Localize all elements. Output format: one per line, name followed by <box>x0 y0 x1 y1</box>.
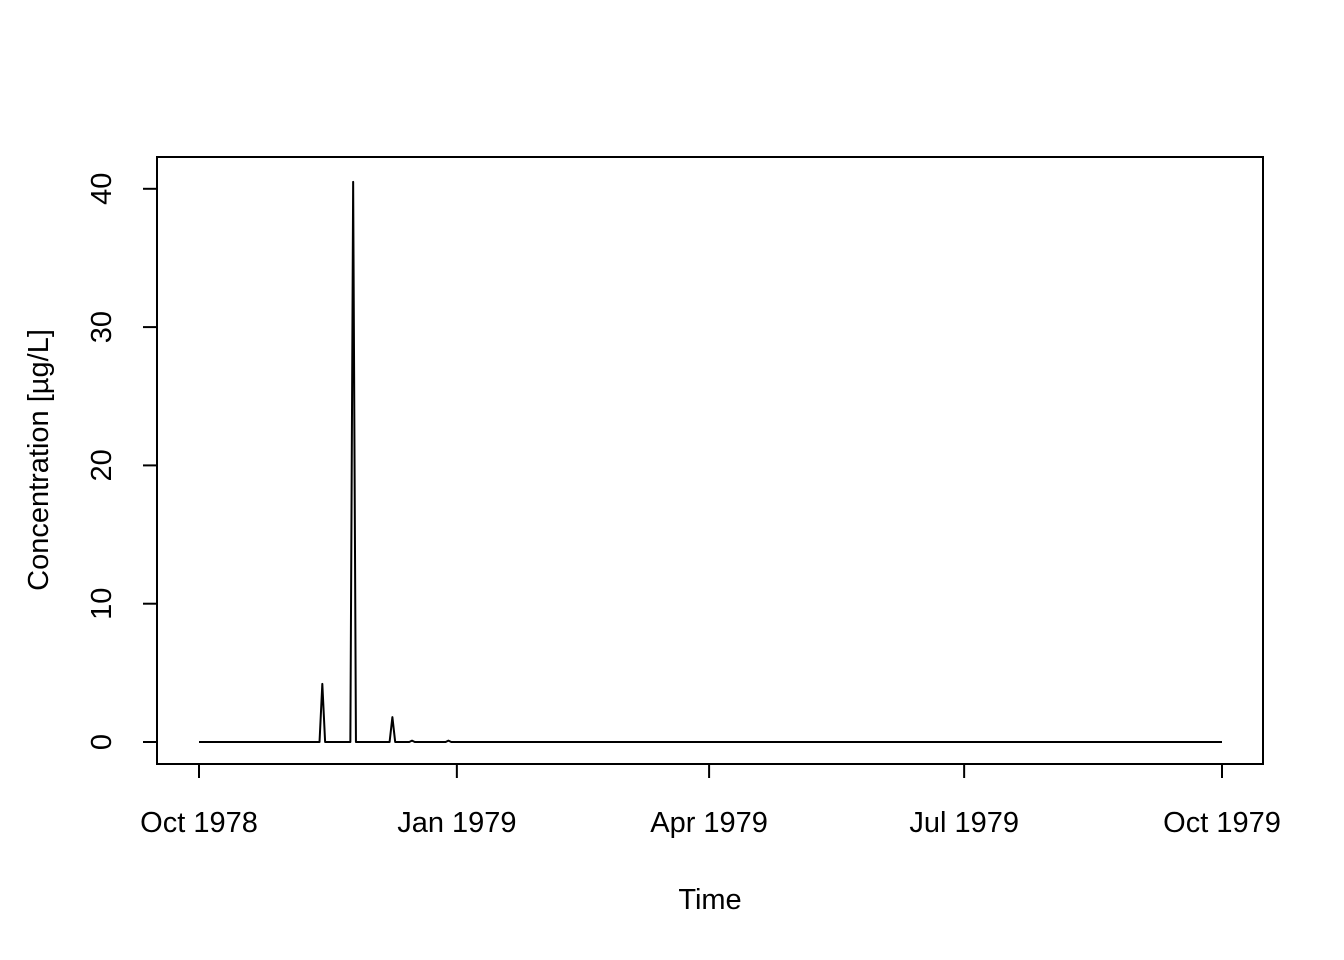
x-tick-label: Jul 1979 <box>909 807 1019 839</box>
x-axis-title: Time <box>678 884 741 916</box>
y-tick-label: 40 <box>86 173 118 205</box>
series-group <box>199 180 1222 743</box>
plot-frame <box>156 156 1264 765</box>
y-tick-label: 0 <box>86 734 118 750</box>
x-axis: Oct 1978 Jan 1979 Apr 1979 Jul 1979 Oct 1979 <box>140 763 1281 839</box>
x-tick-label: Oct 1979 <box>1163 807 1281 839</box>
y-axis: 0 10 20 30 40 <box>86 173 158 750</box>
x-tick-label: Jan 1979 <box>397 807 516 839</box>
y-axis-title: Concentration [µg/L] <box>23 329 55 591</box>
y-tick-label: 30 <box>86 311 118 343</box>
y-tick-label: 20 <box>86 449 118 481</box>
series-line <box>199 180 1222 743</box>
y-tick-label: 10 <box>86 588 118 620</box>
x-tick-label: Apr 1979 <box>650 807 768 839</box>
x-tick-label: Oct 1978 <box>140 807 258 839</box>
